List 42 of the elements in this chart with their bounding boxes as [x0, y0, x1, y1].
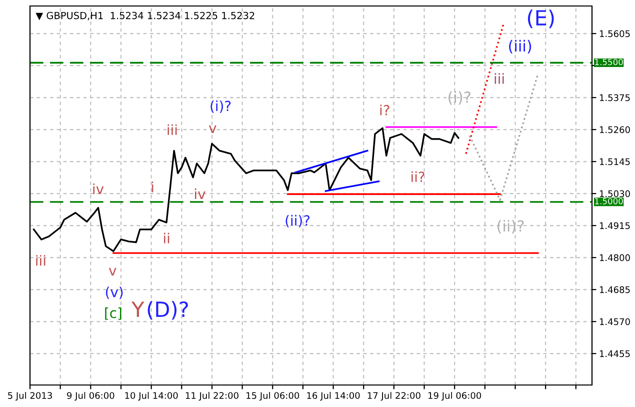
annotation: i? — [380, 104, 390, 116]
annotation: iii — [494, 73, 504, 84]
y-tick-label: 1.5145 — [600, 158, 630, 166]
y-tick-label: 1.4685 — [600, 286, 630, 294]
annotation: (v) — [106, 286, 123, 299]
annotation: iii — [36, 255, 46, 266]
annotation: iv — [194, 188, 206, 199]
annotation: (D)? — [148, 301, 188, 320]
y-tick-label: 1.4800 — [600, 254, 630, 262]
x-tick-label: 16 Jul 14:00 — [307, 392, 360, 401]
x-tick-label: 17 Jul 22:00 — [368, 392, 420, 401]
x-tick-label: 5 Jul 2013 — [8, 392, 52, 401]
annotation: ii — [164, 232, 170, 244]
y-tick-label: 1.5375 — [600, 94, 630, 102]
y-tick-label: 1.4915 — [600, 222, 630, 230]
annotation: (iii) — [509, 40, 532, 54]
annotation: [c] — [105, 307, 122, 320]
x-tick-label: 11 Jul 22:00 — [186, 392, 238, 401]
y-tick-label: 1.4570 — [600, 318, 630, 326]
annotation: (i)? — [210, 100, 231, 113]
annotation: (ii)? — [286, 214, 310, 228]
x-tick-label: 10 Jul 14:00 — [125, 392, 178, 401]
y-tick-label: 1.4455 — [600, 350, 630, 358]
annotation: i — [152, 182, 154, 192]
annotation: v — [108, 268, 116, 276]
y-tick-label: 1.5030 — [600, 190, 630, 198]
annotation: (i)? — [448, 91, 470, 105]
x-tick-label: 15 Jul 06:00 — [246, 392, 300, 401]
y-tick-label: 1.5260 — [600, 126, 630, 134]
ref-line-label: 1.5000 — [595, 198, 623, 204]
annotation: ii? — [412, 171, 424, 182]
x-tick-label: 19 Jul 06:00 — [428, 392, 482, 401]
annotation: v — [208, 125, 216, 134]
ref-line-label: 1.5500 — [595, 58, 623, 66]
annotation: (ii)? — [498, 220, 524, 234]
x-tick-label: 9 Jul 06:00 — [67, 392, 114, 401]
annotation: iv — [93, 183, 104, 194]
annotation: Y — [132, 302, 144, 317]
text: ▼ GBPUSD,H1 1.5234 1.5234 1.5225 1.5232 — [36, 12, 254, 20]
y-tick-label: 1.5605 — [600, 30, 630, 38]
annotation: (E) — [528, 10, 554, 28]
annotation: iii — [168, 124, 177, 135]
